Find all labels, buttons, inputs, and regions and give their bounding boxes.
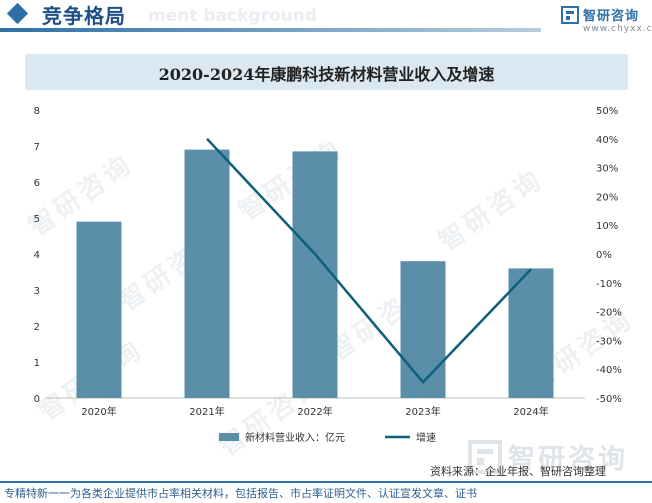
x-axis-tick-label: 2024年 [513,405,548,418]
x-axis-tick-label: 2022年 [297,405,332,418]
left-axis-tick-label: 3 [34,286,40,297]
chart-canvas: 0 1 2 3 4 5 6 7 8 -50% -40% -30% -20% -10% 0% 10% 20% 30%… [34,106,622,444]
right-axis-tick-label: 30% [596,164,618,175]
legend-label-growth: 增速 [416,431,436,444]
brand-name: 智研咨询 [583,9,640,24]
brand-logo: 智研咨询 www.chyxx.com [561,2,652,38]
x-axis-tick-label: 2023年 [405,405,440,418]
watermark-brand-text: 智研咨询 [508,444,628,475]
x-axis-tick-label: 2020年 [81,405,116,418]
header-ghost-text: ment background [148,6,318,26]
left-axis-tick-label: 7 [34,142,40,153]
right-axis-tick-label: 50% [596,106,618,117]
page-title: 竞争格局 [42,4,126,28]
left-axis-tick-label: 6 [34,178,40,189]
chart-title-band: 2020-2024年康鹏科技新材料营业收入及增速 [25,54,628,90]
watermark-logo-icon [468,440,502,474]
right-axis-tick-label: 10% [596,221,618,232]
right-axis-tick-label: 0% [596,250,612,261]
chart-title: 2020-2024年康鹏科技新材料营业收入及增速 [158,65,495,84]
left-axis-tick-label: 4 [34,250,40,261]
data-source: 资料来源：企业年报、智研咨询整理 [430,465,606,478]
right-axis-tick-label: -10% [596,279,622,290]
legend-label-revenue: 新材料营业收入：亿元 [245,431,345,444]
right-axis-tick-label: -50% [596,394,622,405]
left-axis-tick-label: 2 [34,322,40,333]
left-axis-tick-label: 0 [34,394,40,405]
bar-revenue [508,268,554,398]
x-axis-tick-label: 2021年 [189,405,224,418]
right-axis-tick-label: 20% [596,192,618,203]
header-underline [0,28,541,32]
brand-logo-icon [561,6,579,24]
bar-revenue [184,149,230,398]
bar-revenue [400,261,446,398]
line-growth-rate [206,137,532,385]
right-axis-tick-label: -20% [596,308,622,319]
right-axis-tick-label: -40% [596,365,622,376]
bar-revenue [292,151,338,398]
bar-revenue [76,221,122,398]
left-axis-tick-label: 1 [34,358,40,369]
right-axis-tick-label: -30% [596,336,622,347]
left-axis-tick-label: 5 [34,214,40,225]
brand-url: www.chyxx.com [583,24,652,34]
legend-swatch-revenue [219,433,239,441]
footer-divider [0,481,652,483]
right-axis-tick-label: 40% [596,135,618,146]
footer-tagline: 专精特新一一为各类企业提供市占率相关材料，包括报告、市占率证明文件、认证宣发文章… [4,487,477,500]
left-axis-tick-label: 8 [34,106,40,117]
